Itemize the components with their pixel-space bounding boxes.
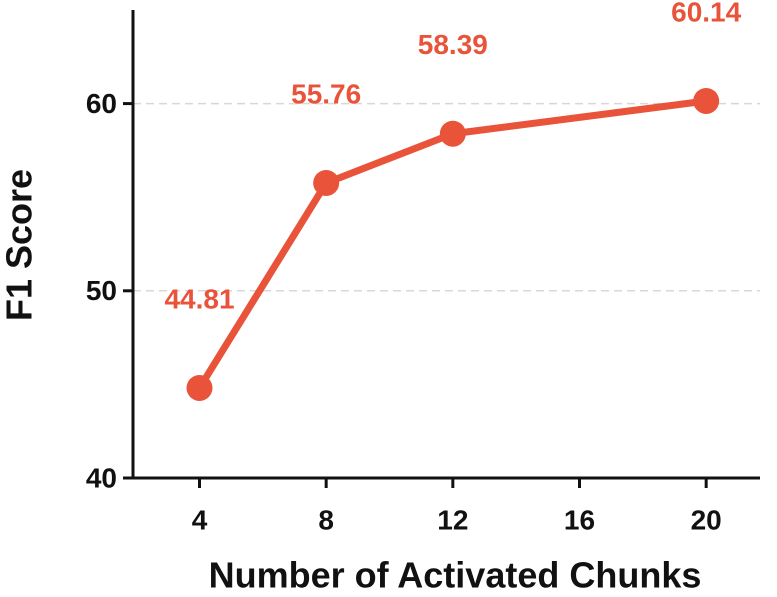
x-tick-label: 4	[192, 504, 208, 535]
y-tick-label: 60	[86, 88, 117, 119]
value-label: 60.14	[671, 0, 741, 27]
x-tick-label: 8	[318, 504, 334, 535]
point	[186, 374, 213, 401]
point	[313, 169, 340, 196]
x-axis-label: Number of Activated Chunks	[209, 555, 702, 596]
x-tick-label: 12	[437, 504, 468, 535]
y-axis-label: F1 Score	[0, 169, 40, 321]
value-label: 55.76	[291, 78, 361, 109]
line	[196, 97, 707, 390]
y-tick-label: 50	[86, 275, 117, 306]
y-tick-label: 40	[86, 462, 117, 493]
value-label: 44.81	[164, 283, 234, 314]
value-label: 58.39	[418, 29, 488, 60]
x-tick-label: 20	[691, 504, 722, 535]
x-tick-label: 16	[564, 504, 595, 535]
point	[693, 87, 720, 114]
point	[439, 120, 466, 147]
